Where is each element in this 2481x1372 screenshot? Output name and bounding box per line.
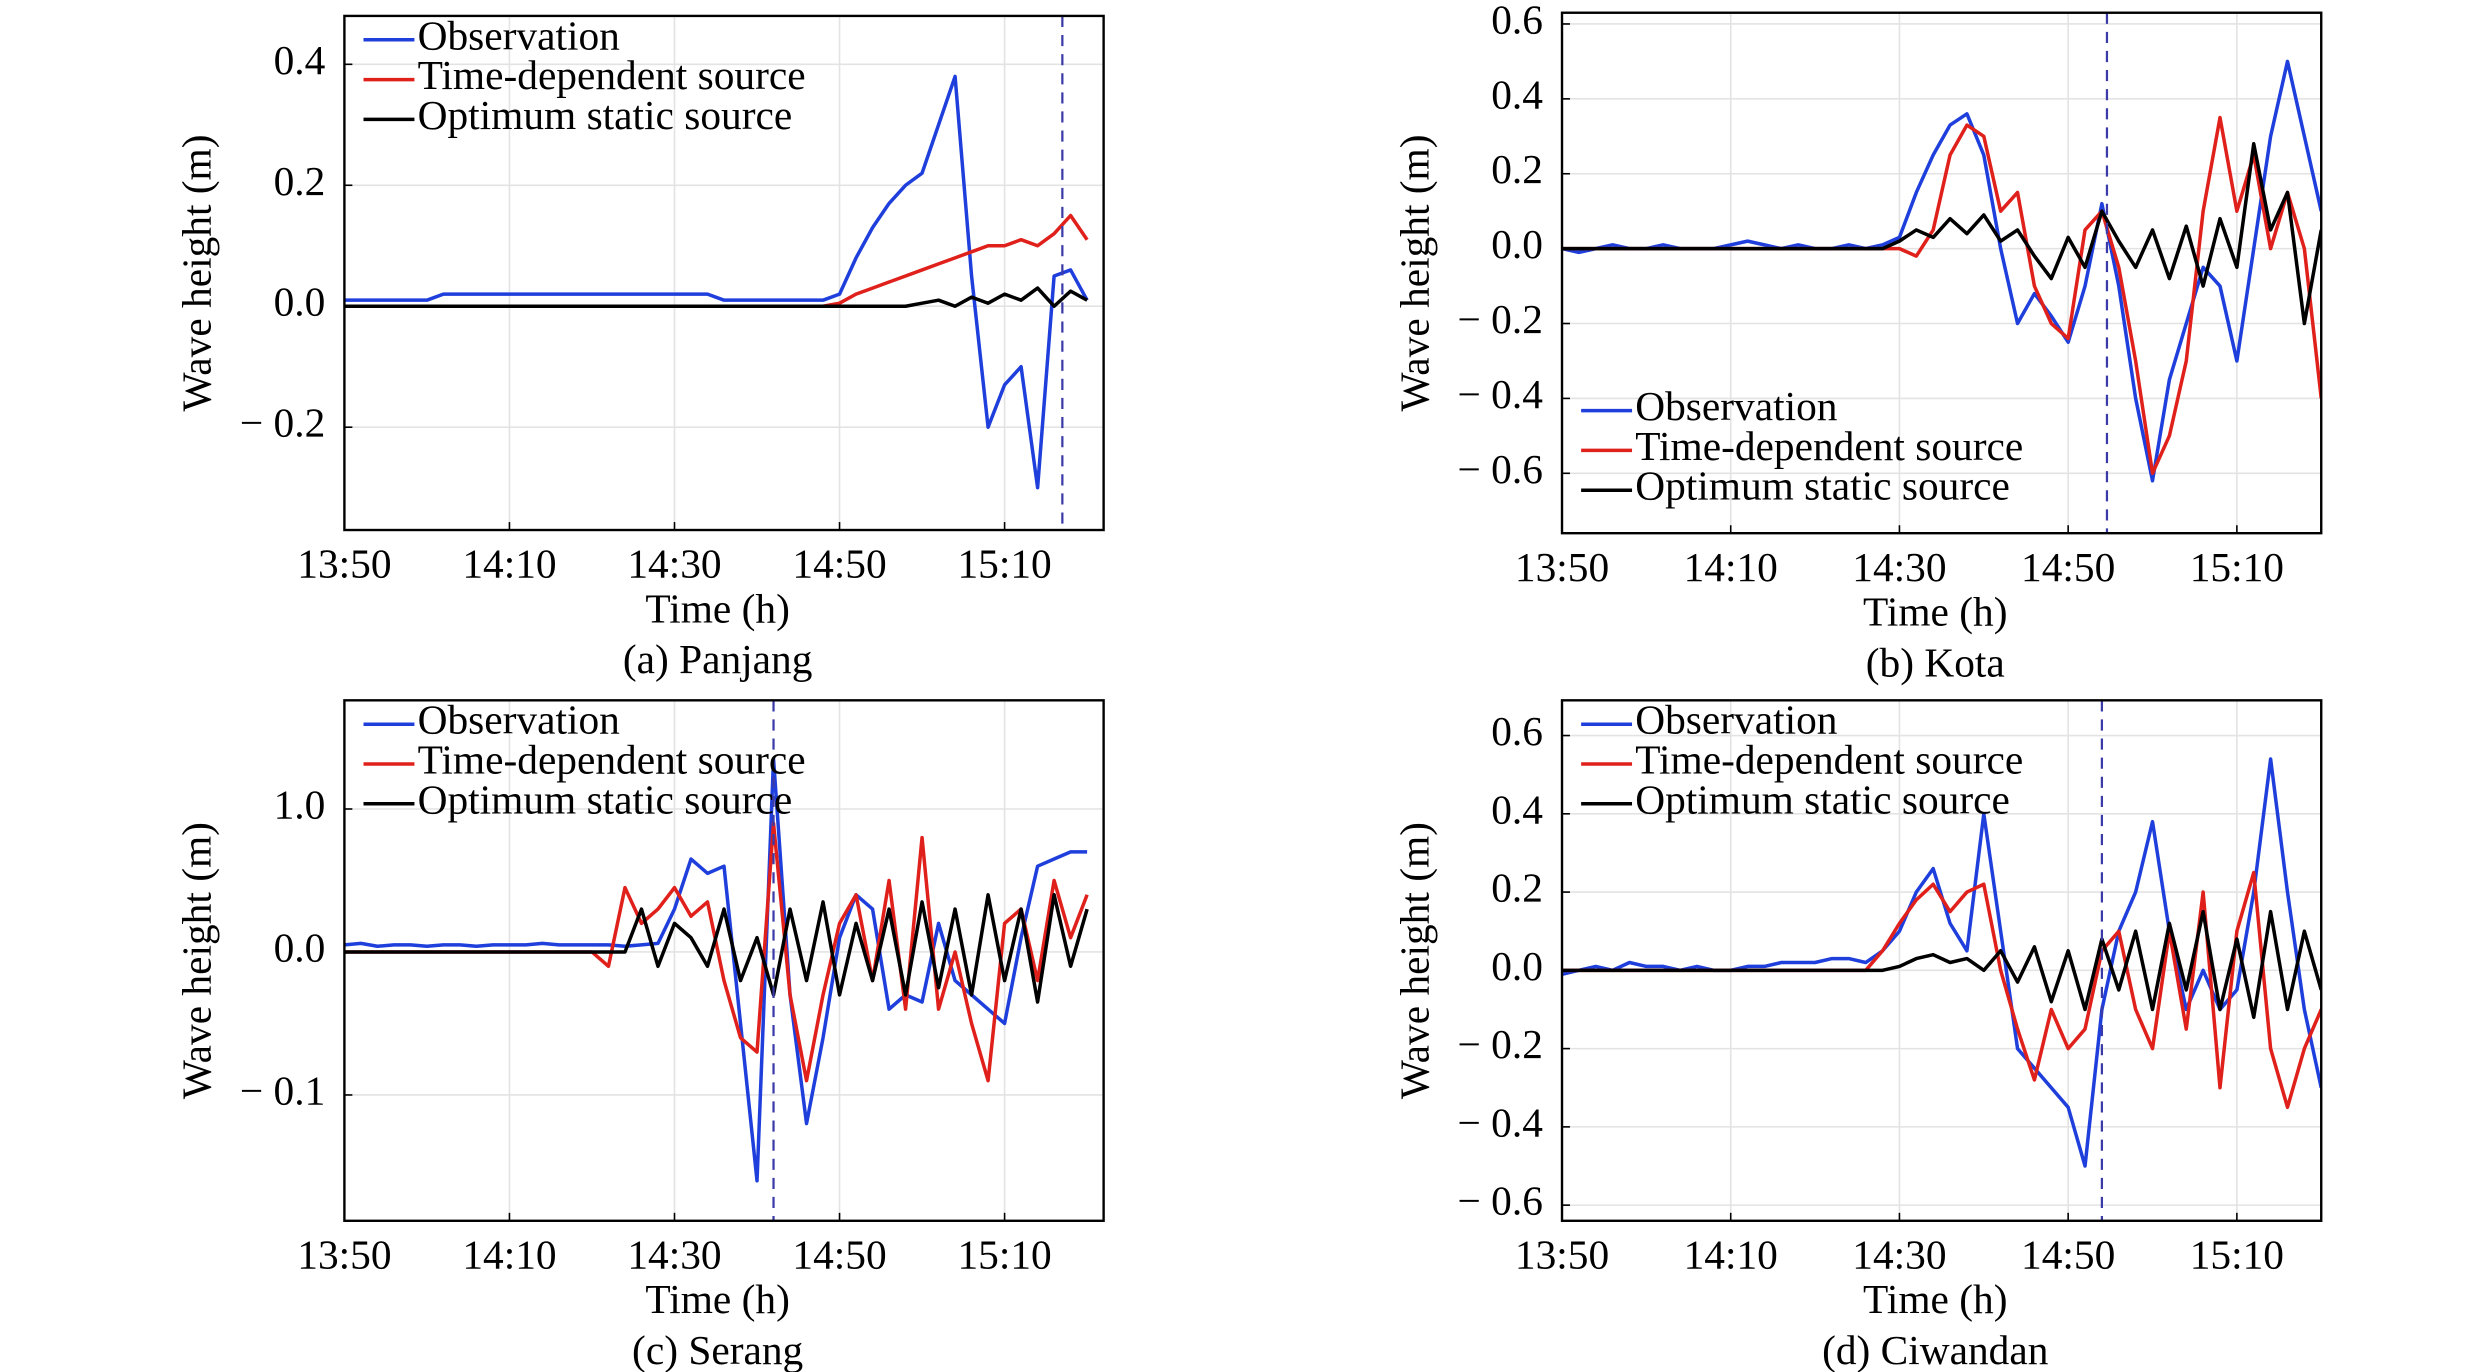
series-line — [1562, 142, 2322, 326]
caption: (c) Serang — [632, 1327, 803, 1372]
caption: (a) Panjang — [623, 636, 813, 683]
y-tick-label: 0.2 — [1491, 146, 1543, 192]
x-tick-label: 13:50 — [297, 541, 391, 587]
y-tick-label: − 0.4 — [1458, 1099, 1544, 1145]
x-axis-label: Time (h) — [645, 585, 789, 632]
series-line — [344, 286, 1088, 308]
x-tick-label: 15:10 — [957, 541, 1051, 587]
series-line — [1562, 909, 2322, 1020]
y-tick-label: − 0.2 — [1458, 1021, 1543, 1067]
x-tick-label: 14:30 — [627, 541, 721, 587]
legend-label: Observation — [418, 12, 621, 58]
plot-frame — [343, 699, 1105, 1222]
series-line — [344, 74, 1089, 490]
y-tick-label: 0.0 — [1491, 221, 1543, 267]
y-tick-label: 0.0 — [1491, 943, 1543, 989]
series-line — [344, 893, 1089, 1004]
y-tick-label: 0.4 — [1491, 71, 1543, 117]
y-tick-label: 0.0 — [274, 924, 326, 970]
y-axis-label: Wave height (m) — [174, 822, 221, 1099]
y-tick-label: 0.2 — [274, 158, 326, 204]
y-tick-label: − 0.6 — [1458, 1178, 1543, 1224]
y-tick-label: − 0.4 — [1458, 371, 1544, 417]
x-tick-label: 14:50 — [2021, 1231, 2115, 1277]
y-tick-label: − 0.6 — [1458, 446, 1543, 492]
x-tick-label: 14:10 — [462, 541, 556, 587]
legend-label: Time-dependent source — [1635, 423, 2023, 469]
y-tick-label: 0.6 — [1491, 0, 1543, 42]
y-tick-label: 0.0 — [274, 279, 326, 325]
legend-label: Optimum static source — [418, 92, 793, 138]
x-axis-label: Time (h) — [1863, 588, 2007, 635]
y-tick-label: − 0.2 — [1458, 296, 1543, 342]
legend-label: Observation — [418, 697, 621, 743]
x-tick-label: 14:30 — [1852, 1231, 1946, 1277]
series-group — [1562, 59, 2322, 483]
subplot: 13:50 14:10 14:30 14:50 15:10 − 0.6 − 0.4 − 0.2… — [1391, 697, 2323, 1372]
x-tick-label: 13:50 — [297, 1231, 391, 1277]
x-tick-label: 14:50 — [792, 541, 886, 587]
legend-label: Observation — [1635, 383, 1838, 429]
subplot: 13:50 14:10 14:30 14:50 15:10 − 0.1 0.0 1.0 Obse… — [174, 697, 1105, 1372]
x-tick-label: 13:50 — [1515, 544, 1609, 590]
legend-label: Observation — [1635, 697, 1838, 743]
x-tick-label: 14:10 — [462, 1231, 556, 1277]
y-tick-label: 0.6 — [1491, 708, 1543, 754]
legend-label: Time-dependent source — [418, 52, 806, 98]
x-tick-label: 14:50 — [2021, 544, 2115, 590]
y-tick-label: 1.0 — [274, 781, 326, 827]
plot-frame — [1560, 11, 2323, 535]
x-tick-label: 15:10 — [2190, 544, 2284, 590]
plot-frame — [1560, 699, 2323, 1222]
y-axis-label: Wave height (m) — [1391, 134, 1438, 411]
legend-label: Optimum static source — [1635, 463, 2010, 509]
subplot: 13:50 14:10 14:30 14:50 15:10 − 0.2 0.0 0.2 0.4 O… — [174, 12, 1105, 683]
caption: (d) Ciwandan — [1822, 1327, 2049, 1372]
y-tick-label: − 0.2 — [240, 400, 325, 446]
x-axis-label: Time (h) — [645, 1276, 789, 1323]
series-group — [344, 757, 1089, 1183]
y-axis-label: Wave height (m) — [174, 134, 221, 411]
legend-label: Optimum static source — [418, 776, 793, 822]
x-tick-label: 13:50 — [1515, 1231, 1609, 1277]
y-axis-label: Wave height (m) — [1391, 822, 1438, 1099]
x-tick-label: 14:30 — [627, 1231, 721, 1277]
plot-frame — [343, 14, 1105, 532]
legend-label: Time-dependent source — [1635, 736, 2023, 782]
x-axis-label: Time (h) — [1863, 1276, 2007, 1323]
y-tick-label: 0.2 — [1491, 865, 1543, 911]
series-group — [344, 74, 1089, 490]
legend-label: Optimum static source — [1635, 776, 2010, 822]
x-tick-label: 15:10 — [2190, 1231, 2284, 1277]
y-tick-label: − 0.1 — [240, 1067, 325, 1113]
legend-label: Time-dependent source — [418, 736, 806, 782]
subplot: 13:50 14:10 14:30 14:50 15:10 − 0.6 − 0.4 − 0.2… — [1391, 0, 2323, 686]
y-tick-label: 0.4 — [1491, 786, 1543, 832]
caption: (b) Kota — [1866, 639, 2005, 686]
x-tick-label: 14:50 — [792, 1231, 886, 1277]
x-tick-label: 14:10 — [1684, 544, 1778, 590]
series-group — [1562, 757, 2322, 1168]
x-tick-label: 15:10 — [957, 1231, 1051, 1277]
plot-area — [344, 15, 1104, 531]
x-tick-label: 14:30 — [1852, 544, 1946, 590]
x-tick-label: 14:10 — [1684, 1231, 1778, 1277]
y-tick-label: 0.4 — [274, 37, 326, 83]
